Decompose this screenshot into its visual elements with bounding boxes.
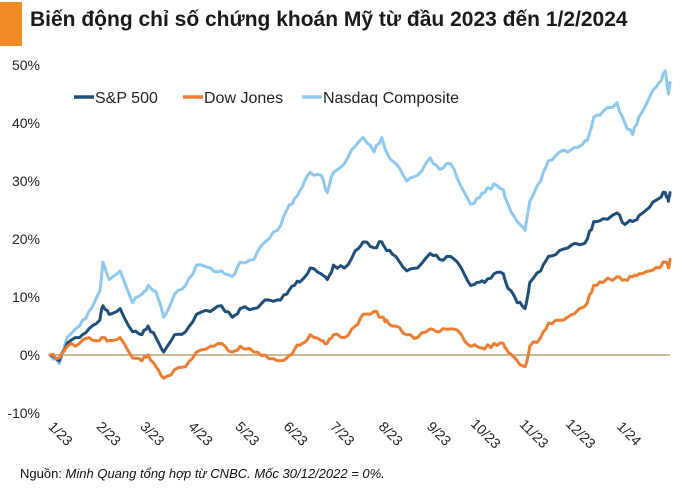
y-tick-label: 0% [20, 347, 40, 363]
source-text: Minh Quang tổng hợp từ CNBC. Mốc 30/12/2… [65, 466, 385, 481]
title-accent-bar [0, 2, 22, 46]
legend-label: Dow Jones [204, 90, 283, 107]
x-tick-label: 2/23 [94, 418, 125, 449]
page-title: Biến động chỉ số chứng khoán Mỹ từ đầu 2… [30, 8, 628, 31]
source-label: Nguồn: [20, 466, 66, 481]
x-tick-label: 1/23 [45, 418, 76, 449]
x-tick-label: 10/23 [468, 415, 504, 451]
x-tick-label: 12/23 [563, 415, 599, 451]
x-tick-label: 4/23 [186, 418, 217, 449]
x-tick-label: 5/23 [232, 418, 263, 449]
y-tick-label: 40% [12, 115, 40, 131]
x-tick-label: 11/23 [517, 416, 553, 452]
x-tick-label: 7/23 [327, 418, 358, 449]
series-line-s-p-500 [48, 190, 672, 363]
source-note: Nguồn: Minh Quang tổng hợp từ CNBC. Mốc … [20, 466, 385, 481]
series-layer [48, 69, 672, 380]
header: Biến động chỉ số chứng khoán Mỹ từ đầu 2… [0, 0, 700, 46]
x-tick-label: 1/24 [614, 418, 645, 449]
x-tick-label: 8/23 [376, 418, 407, 449]
series-line-dow-jones [48, 257, 672, 380]
x-tick-label: 3/23 [137, 418, 168, 449]
x-axis: 1/23 2/23 3/23 4/23 5/23 6/23 7/23 8/23 9/23 10/2… [45, 415, 644, 451]
y-axis: -10% 0% 10% 20% 30% 40% 50% [7, 57, 670, 421]
x-tick-label: 9/23 [424, 418, 455, 449]
y-tick-label: 10% [12, 289, 40, 305]
y-tick-label: -10% [7, 405, 40, 421]
series-line-nasdaq-composite [48, 69, 672, 366]
legend-label: S&P 500 [95, 90, 158, 107]
y-tick-label: 50% [12, 57, 40, 73]
y-tick-label: 30% [12, 173, 40, 189]
legend: S&P 500 Dow Jones Nasdaq Composite [74, 90, 459, 107]
y-tick-label: 20% [12, 231, 40, 247]
x-tick-label: 6/23 [281, 418, 312, 449]
legend-label: Nasdaq Composite [323, 90, 459, 107]
